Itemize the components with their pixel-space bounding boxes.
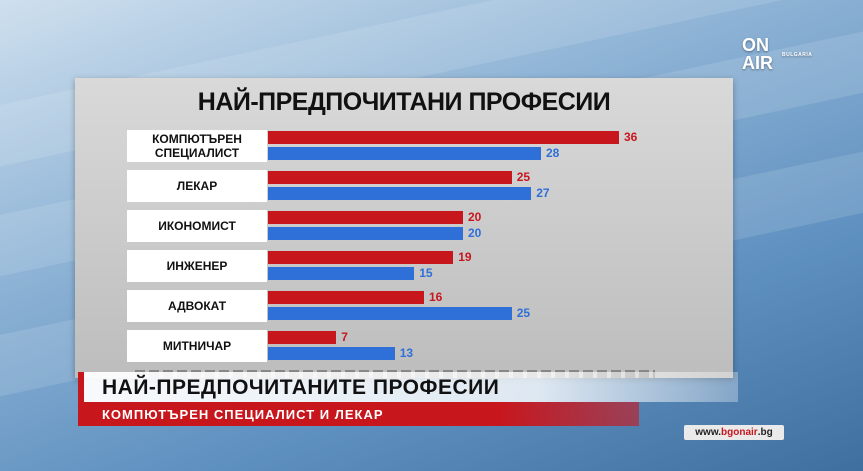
category-label: КОМПЮТЪРЕН СПЕЦИАЛИСТ <box>127 130 267 162</box>
url-brand: bgonair <box>721 427 758 438</box>
category-label: АДВОКАТ <box>127 290 267 322</box>
bar-series-2 <box>268 347 395 360</box>
category-label: ИКОНОМИСТ <box>127 210 267 242</box>
url-prefix: www. <box>695 427 722 438</box>
bar-series-1 <box>268 131 619 144</box>
url-tld: bg <box>760 427 773 438</box>
logo-line-air: AIR <box>742 53 773 73</box>
category-label: ЛЕКАР <box>127 170 267 202</box>
chart-title: НАЙ-ПРЕДПОЧИТАНИ ПРОФЕСИИ <box>197 88 611 116</box>
lower-third-subline: КОМПЮТЪРЕН СПЕЦИАЛИСТ И ЛЕКАР <box>102 407 384 422</box>
channel-logo: ON AIR BULGARIA <box>742 35 812 76</box>
bar-value-label: 20 <box>468 226 482 240</box>
bar-value-label: 27 <box>536 186 550 200</box>
bar-value-label: 28 <box>546 146 560 160</box>
bar-value-label: 16 <box>429 290 443 304</box>
bar-series-1 <box>268 251 454 264</box>
logo-sub: BULGARIA <box>782 52 813 58</box>
bar-value-label: 25 <box>516 170 531 184</box>
bar-value-label: 25 <box>516 306 531 320</box>
lower-third-headline: НАЙ-ПРЕДПОЧИТАНИТЕ ПРОФЕСИИ <box>102 376 500 399</box>
bar-series-2 <box>268 267 415 280</box>
lower-third-accent <box>78 372 84 426</box>
bar-value-label: 20 <box>468 210 482 224</box>
bar-value-label: 19 <box>458 250 472 264</box>
category-label: МИТНИЧАР <box>127 330 267 362</box>
logo-line-on: ON <box>742 35 769 55</box>
category-label: ИНЖЕНЕР <box>127 250 267 282</box>
website-url: www. bgonair. bg <box>684 425 784 440</box>
bar-series-2 <box>268 187 532 200</box>
bar-series-1 <box>268 291 424 304</box>
bar-value-label: 15 <box>419 266 433 280</box>
lower-third-top-band <box>78 372 738 402</box>
bar-series-1 <box>268 171 512 184</box>
chart-board: НАЙ-ПРЕДПОЧИТАНИ ПРОФЕСИИ КОМПЮТЪРЕН СПЕ… <box>75 78 733 378</box>
url-dot: . <box>757 427 761 438</box>
lower-third: НАЙ-ПРЕДПОЧИТАНИТЕ ПРОФЕСИИ КОМПЮТЪРЕН С… <box>78 372 738 428</box>
lower-third-bottom-band <box>78 402 639 426</box>
bar-series-2 <box>268 147 541 160</box>
bar-series-2 <box>268 307 512 320</box>
bar-value-label: 7 <box>341 330 348 344</box>
bar-series-1 <box>268 331 337 344</box>
bar-series-2 <box>268 227 463 240</box>
bar-series-1 <box>268 211 463 224</box>
bar-value-label: 36 <box>624 130 638 144</box>
bar-value-label: 13 <box>399 346 414 360</box>
